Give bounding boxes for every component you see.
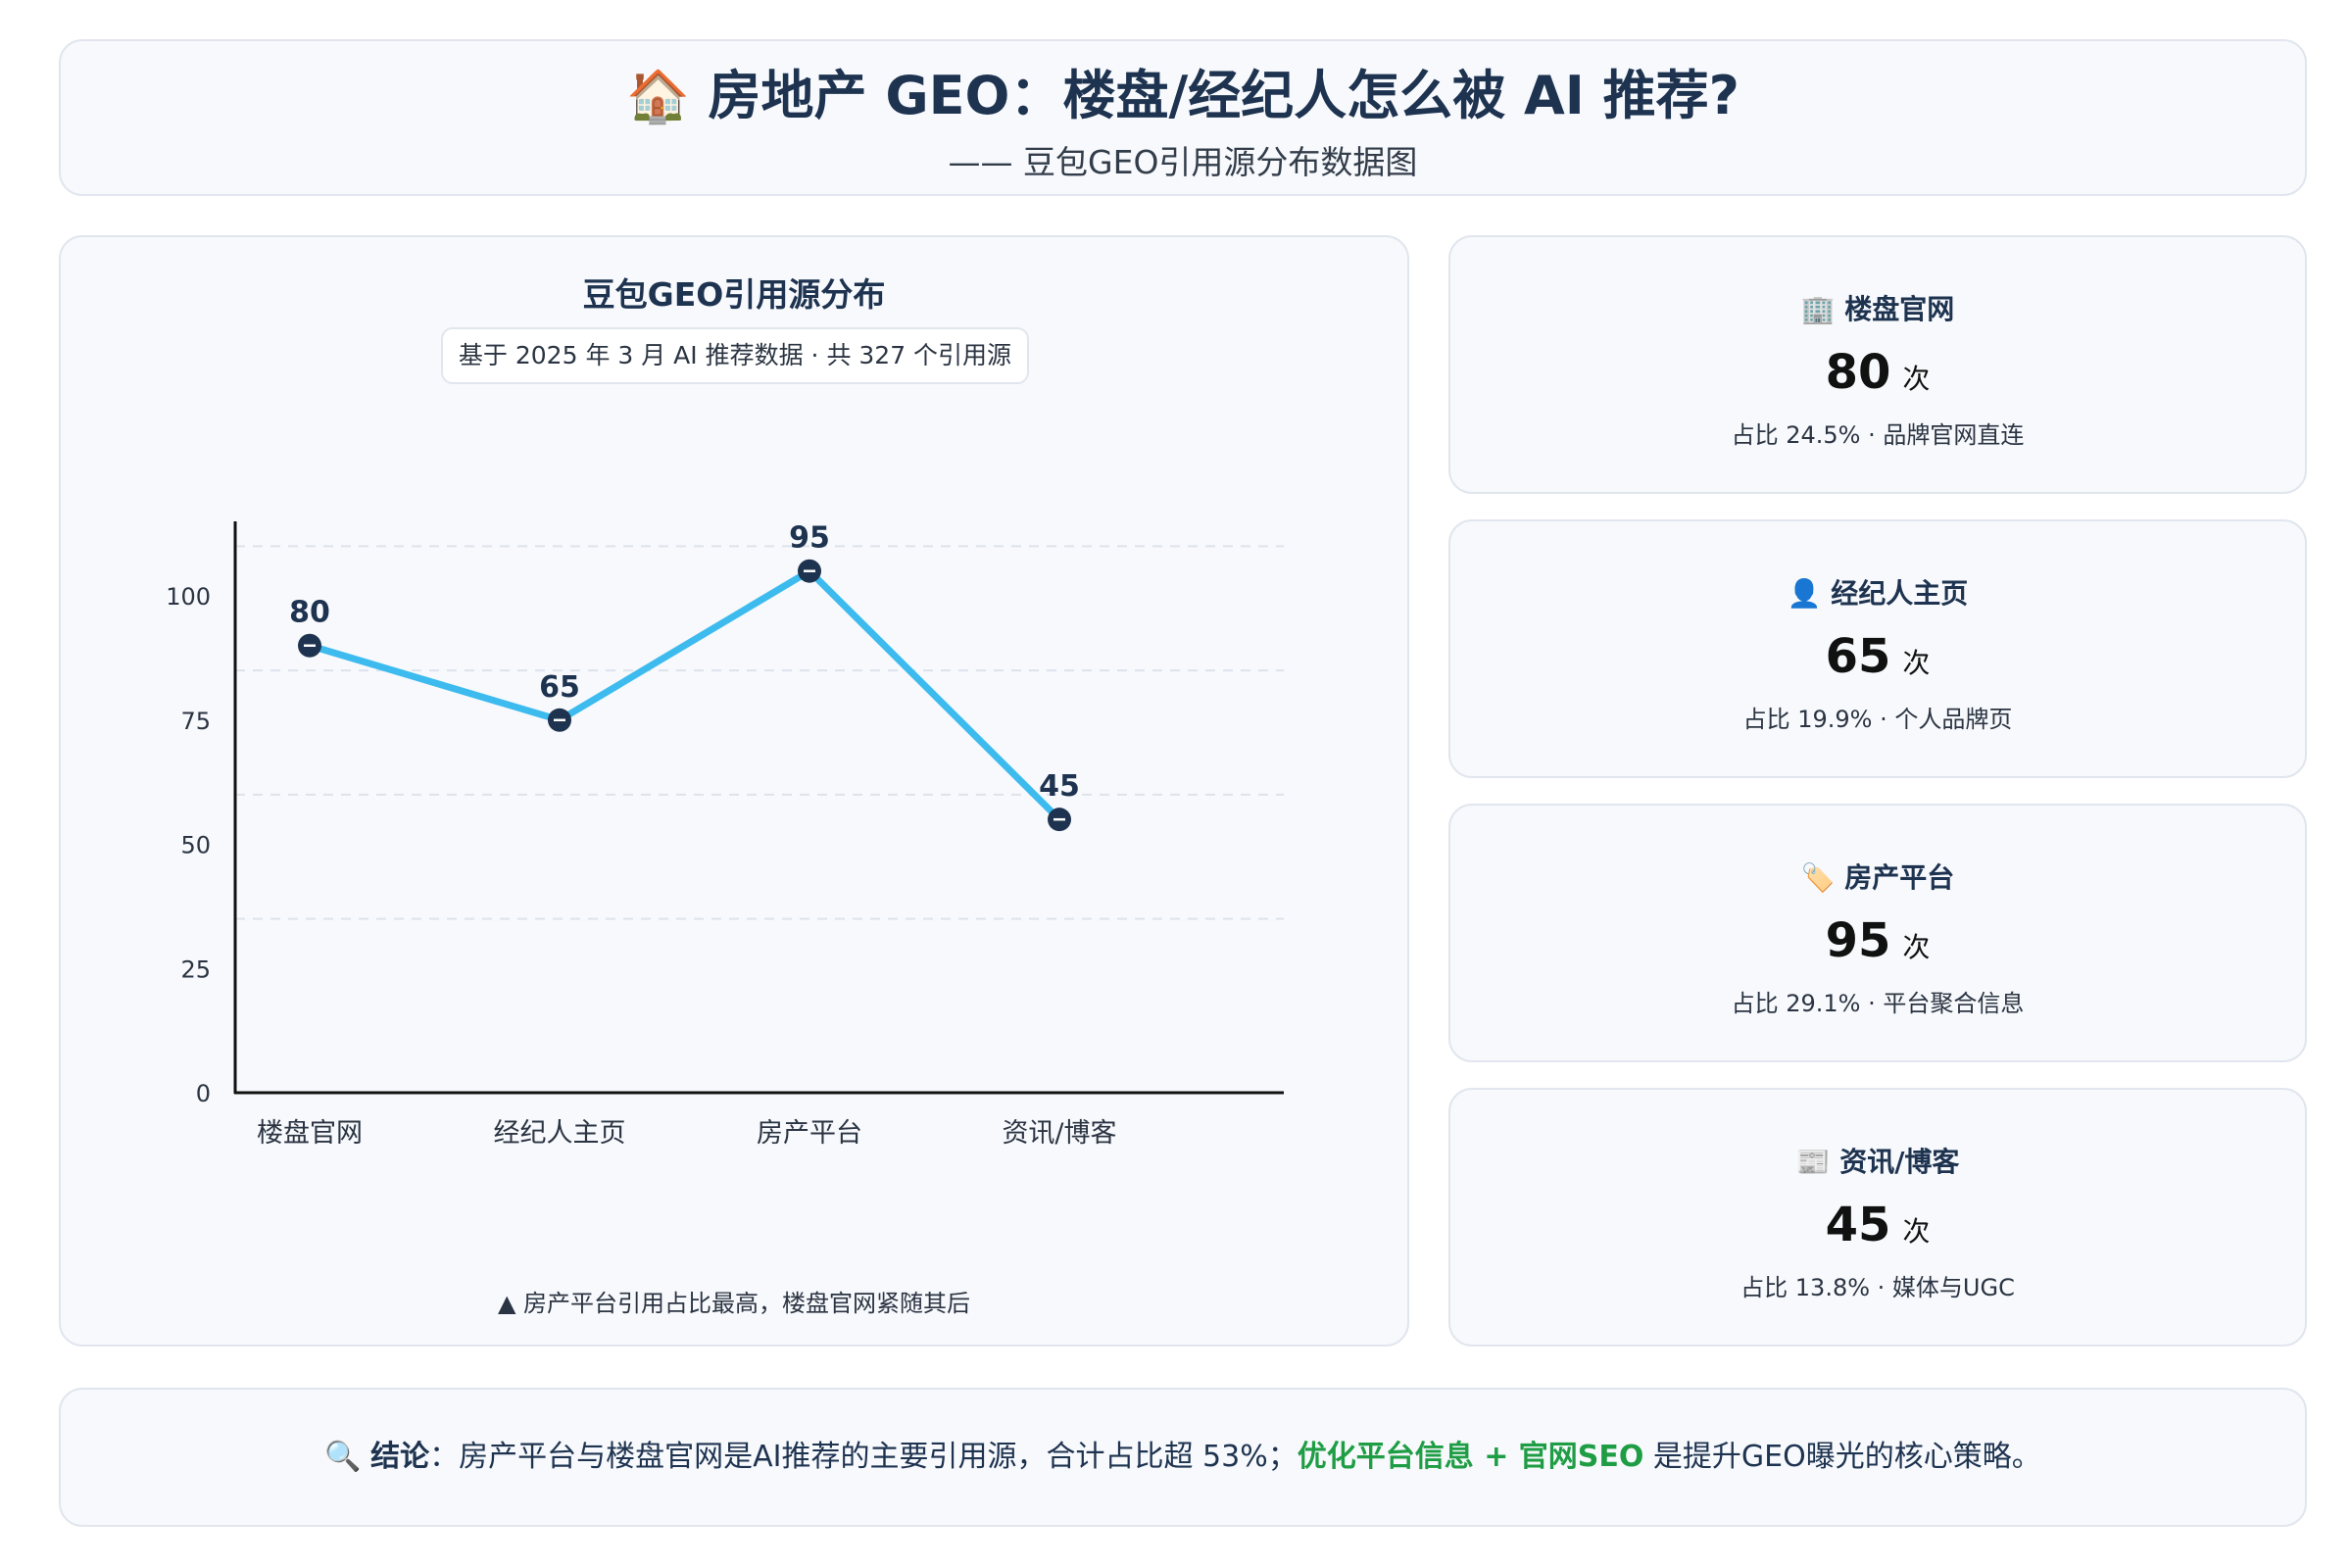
- chart-title: 豆包GEO引用源分布: [582, 275, 886, 314]
- conclusion-label: 结论: [370, 1440, 430, 1474]
- y-tick-label: 100: [166, 583, 211, 611]
- conclusion-highlight: 优化平台信息 + 官网SEO: [1297, 1440, 1644, 1474]
- stat-value: 80 次: [1450, 345, 2305, 400]
- tag-icon: 🏷️: [1800, 861, 1836, 894]
- stat-number: 65: [1825, 629, 1891, 684]
- conclusion-separator: ：: [429, 1440, 460, 1474]
- stat-note: 占比 29.1% · 平台聚合信息: [1731, 990, 2025, 1017]
- stat-card-property-website: 🏢 楼盘官网 80 次 占比 24.5% · 品牌官网直连: [1448, 235, 2307, 494]
- data-label: 80: [289, 596, 330, 630]
- series-line: [306, 567, 1063, 823]
- magnifier-icon: 🔍: [324, 1440, 362, 1474]
- page-title: 🏠 房地产 GEO：楼盘/经纪人怎么被 AI 推荐?: [61, 55, 2305, 138]
- x-tick-label: 楼盘官网: [257, 1118, 363, 1149]
- stat-unit: 次: [1902, 363, 1931, 395]
- y-tick-label: 25: [180, 956, 211, 983]
- header-card: 🏠 房地产 GEO：楼盘/经纪人怎么被 AI 推荐? —— 豆包GEO引用源分布…: [59, 39, 2307, 196]
- chart-footnote: ▲ 房产平台引用占比最高，楼盘官网紧随其后: [497, 1290, 971, 1317]
- stat-card-news-blog: 📰 资讯/博客 45 次 占比 13.8% · 媒体与UGC: [1448, 1088, 2307, 1347]
- stat-note: 占比 24.5% · 品牌官网直连: [1731, 421, 2025, 449]
- office-building-icon: 🏢: [1800, 293, 1836, 325]
- data-label: 95: [789, 521, 830, 556]
- conclusion-card: 🔍 结论：房产平台与楼盘官网是AI推荐的主要引用源，合计占比超 53%；优化平台…: [59, 1388, 2307, 1527]
- x-tick-label: 资讯/博客: [1002, 1118, 1116, 1149]
- stat-number: 95: [1825, 913, 1891, 968]
- stat-note: 占比 13.8% · 媒体与UGC: [1740, 1274, 2015, 1301]
- stat-label: 📰 资讯/博客: [1795, 1146, 1960, 1178]
- y-tick-label: 50: [180, 832, 211, 859]
- stat-value: 95 次: [1450, 913, 2305, 968]
- page-subtitle: —— 豆包GEO引用源分布数据图: [948, 143, 1418, 181]
- line-chart: 0 25 50 75 100 楼盘官网 经纪人主页 房产平台 资讯/博客 80 65 95 45: [166, 521, 1284, 1149]
- chart-card: 0 25 50 75 100 楼盘官网 经纪人主页 房产平台 资讯/博客 80 65 95 45 豆包G…: [59, 235, 1409, 1347]
- data-source-pill: 基于 2025 年 3 月 AI 推荐数据 · 共 327 个引用源: [441, 327, 1029, 384]
- stat-label: 👤 经纪人主页: [1787, 577, 1969, 610]
- stat-unit: 次: [1902, 931, 1931, 963]
- stat-value: 65 次: [1450, 629, 2305, 684]
- stat-value: 45 次: [1450, 1198, 2305, 1252]
- y-tick-label: 75: [180, 708, 211, 735]
- stat-label: 🏢 楼盘官网: [1800, 293, 1955, 325]
- stat-card-property-platform: 🏷️ 房产平台 95 次 占比 29.1% · 平台聚合信息: [1448, 804, 2307, 1062]
- y-tick-label: 0: [196, 1080, 211, 1107]
- stat-unit: 次: [1902, 647, 1931, 679]
- x-tick-label: 经纪人主页: [494, 1118, 626, 1149]
- stat-number: 45: [1825, 1198, 1891, 1252]
- data-label: 45: [1039, 769, 1080, 804]
- stat-unit: 次: [1902, 1215, 1931, 1248]
- stat-card-agent-homepage: 👤 经纪人主页 65 次 占比 19.9% · 个人品牌页: [1448, 519, 2307, 778]
- x-tick-label: 房产平台: [757, 1118, 862, 1149]
- stat-label: 🏷️ 房产平台: [1800, 861, 1955, 894]
- conclusion-tail: 是提升GEO曝光的核心策略。: [1643, 1440, 2041, 1474]
- stat-note: 占比 19.9% · 个人品牌页: [1742, 706, 2013, 733]
- stat-number: 80: [1825, 345, 1891, 400]
- page-title-text: 房地产 GEO：楼盘/经纪人怎么被 AI 推荐?: [708, 65, 1740, 126]
- person-icon: 👤: [1787, 577, 1822, 610]
- house-icon: 🏠: [625, 68, 690, 126]
- conclusion-text: 房产平台与楼盘官网是AI推荐的主要引用源，合计占比超 53%；: [459, 1440, 1298, 1474]
- data-label: 65: [539, 670, 580, 705]
- newspaper-icon: 📰: [1795, 1146, 1831, 1178]
